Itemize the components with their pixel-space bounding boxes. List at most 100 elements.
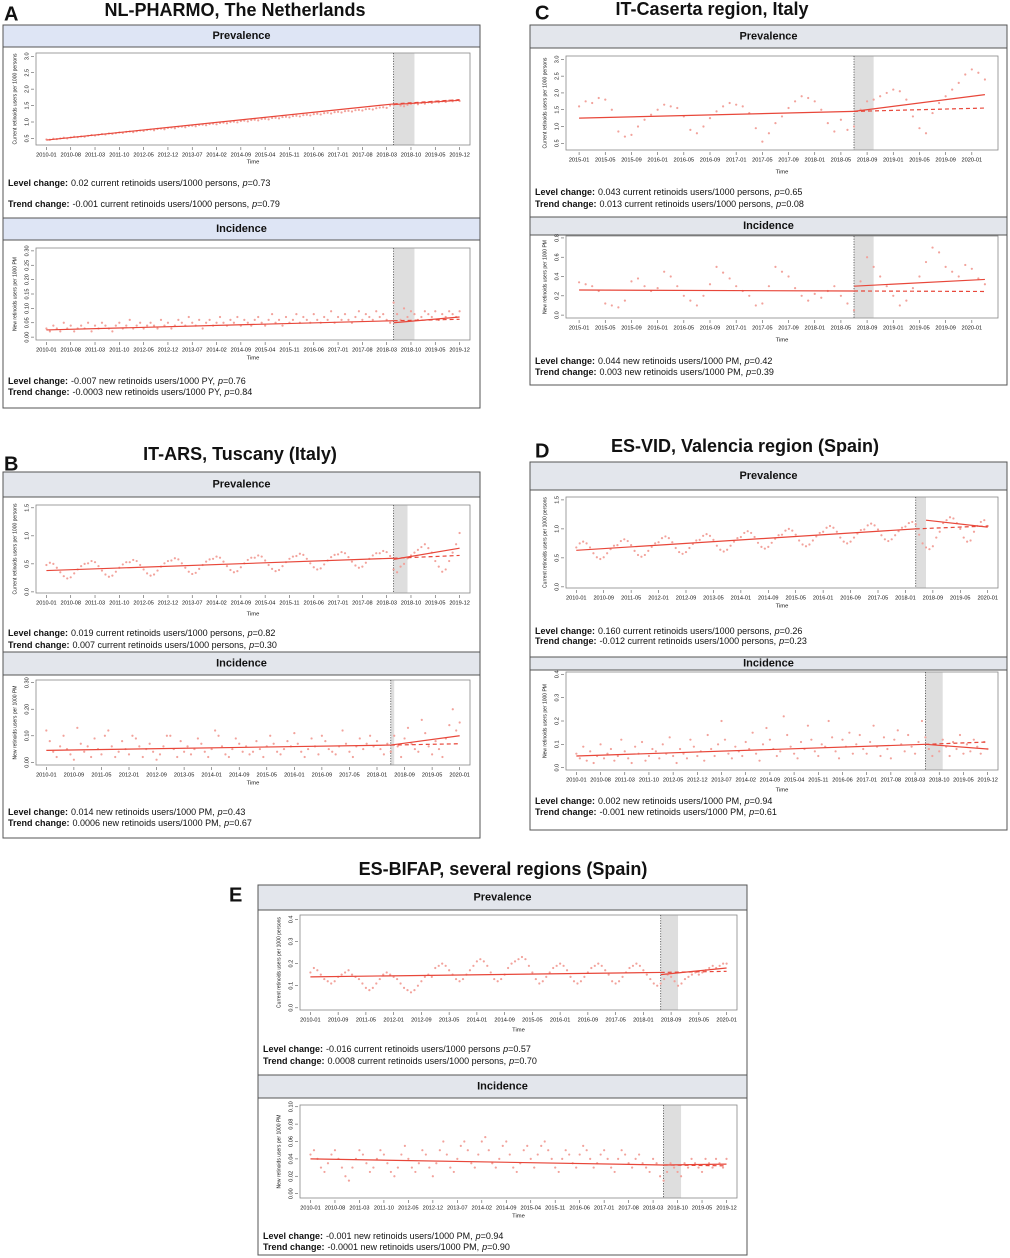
- data-point: [389, 554, 392, 558]
- data-point: [665, 1170, 669, 1174]
- data-point: [951, 740, 955, 744]
- data-point: [413, 313, 416, 316]
- data-point: [649, 977, 652, 981]
- x-tick-label: 2011-05: [621, 595, 641, 601]
- data-point: [859, 528, 862, 532]
- data-point: [533, 1166, 536, 1169]
- data-point: [552, 966, 555, 970]
- data-point: [582, 745, 585, 748]
- x-tick-label: 2016-01: [813, 595, 834, 601]
- data-point: [400, 1153, 403, 1156]
- y-tick-label: 0.5: [24, 560, 30, 568]
- data-point: [813, 750, 816, 753]
- data-point: [931, 246, 934, 249]
- data-point: [711, 964, 714, 967]
- data-point: [48, 330, 51, 333]
- data-point: [651, 747, 654, 751]
- data-point: [334, 753, 337, 756]
- data-point: [631, 964, 635, 967]
- data-point: [610, 304, 613, 307]
- data-point: [319, 567, 322, 570]
- data-point: [392, 301, 395, 304]
- data-point: [236, 570, 239, 573]
- x-tick-label: 2018-10: [401, 600, 422, 606]
- data-point: [644, 759, 647, 762]
- data-point: [656, 286, 659, 290]
- result-text: -0.0003 new retinoids users/1000 PY,: [73, 387, 222, 397]
- data-point: [780, 270, 784, 273]
- data-point: [719, 548, 722, 551]
- data-point: [872, 98, 875, 101]
- data-point: [458, 531, 461, 535]
- y-tick-label: 1.0: [554, 123, 560, 131]
- data-point: [395, 571, 399, 574]
- data-point: [527, 964, 531, 967]
- data-point: [808, 543, 811, 546]
- data-point: [225, 122, 229, 125]
- data-point: [148, 742, 151, 745]
- y-tick-label: 0.15: [24, 289, 30, 300]
- data-point: [893, 738, 896, 741]
- data-point: [869, 740, 872, 744]
- data-point: [319, 973, 322, 976]
- p-symbol: p: [481, 1242, 487, 1252]
- x-tick-label: 2015-04: [255, 600, 276, 606]
- x-tick-label: 2017-01: [726, 157, 747, 163]
- p-symbol: p: [247, 628, 253, 638]
- x-tick-label: 2013-05: [703, 595, 724, 601]
- data-point: [250, 556, 253, 559]
- data-point: [683, 977, 687, 981]
- data-point: [438, 1149, 441, 1152]
- data-point: [45, 563, 48, 567]
- x-tick-label: 2020-01: [962, 325, 983, 331]
- data-point: [672, 754, 675, 758]
- data-point: [761, 302, 764, 305]
- data-point: [957, 81, 960, 84]
- data-point: [180, 321, 183, 324]
- fitted-line: [579, 110, 855, 119]
- data-point: [592, 1166, 595, 1169]
- data-point: [316, 969, 319, 972]
- data-point: [903, 750, 906, 753]
- data-point: [634, 1157, 637, 1160]
- data-point: [402, 105, 406, 108]
- data-point: [924, 736, 927, 739]
- x-tick-label: 2015-01: [569, 157, 590, 163]
- data-point: [862, 747, 865, 751]
- data-point: [333, 111, 336, 114]
- data-point: [312, 1149, 316, 1152]
- counterfactual-line: [853, 107, 985, 112]
- data-point: [484, 1136, 487, 1139]
- data-point: [623, 750, 626, 753]
- counterfactual-line: [925, 741, 988, 745]
- data-point: [743, 531, 746, 535]
- x-tick-label: 2010-01: [300, 1205, 321, 1211]
- data-point: [451, 551, 454, 554]
- data-point: [296, 742, 299, 745]
- data-point: [613, 759, 616, 762]
- p-symbol: p: [745, 367, 751, 377]
- data-point: [595, 556, 598, 559]
- y-tick-label: 0.08: [288, 1119, 294, 1130]
- data-point: [55, 566, 58, 569]
- result-text: 0.160 current retinoids users/1000 perso…: [598, 626, 772, 636]
- data-point: [371, 108, 374, 111]
- data-point: [680, 982, 683, 985]
- data-point: [241, 750, 244, 753]
- data-point: [654, 750, 657, 753]
- data-point: [104, 573, 107, 576]
- data-point: [807, 299, 810, 302]
- data-point: [80, 564, 83, 568]
- data-point: [715, 110, 718, 113]
- y-tick-label: 0.2: [554, 717, 560, 725]
- x-tick-label: 2012-12: [158, 347, 179, 353]
- data-point: [434, 310, 437, 313]
- data-point: [142, 568, 145, 571]
- data-point: [288, 557, 291, 560]
- data-point: [127, 753, 131, 756]
- data-point: [378, 977, 381, 981]
- y-axis-label: Current retinoids users per 1000 persons: [542, 497, 548, 588]
- data-point: [638, 1153, 641, 1156]
- x-tick-label: 2011-05: [91, 772, 111, 778]
- x-tick-label: 2013-05: [174, 772, 195, 778]
